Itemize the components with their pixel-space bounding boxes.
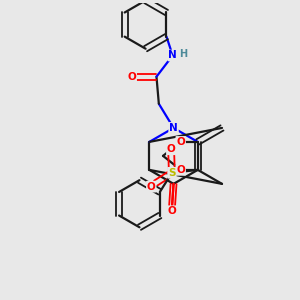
Text: O: O xyxy=(147,182,156,192)
Text: O: O xyxy=(167,144,176,154)
Text: O: O xyxy=(168,206,176,216)
Text: O: O xyxy=(176,165,185,175)
Text: N: N xyxy=(168,50,177,61)
Text: S: S xyxy=(168,168,176,178)
Text: H: H xyxy=(179,49,187,59)
Text: O: O xyxy=(176,137,185,147)
Text: N: N xyxy=(169,123,178,133)
Text: O: O xyxy=(128,72,136,82)
